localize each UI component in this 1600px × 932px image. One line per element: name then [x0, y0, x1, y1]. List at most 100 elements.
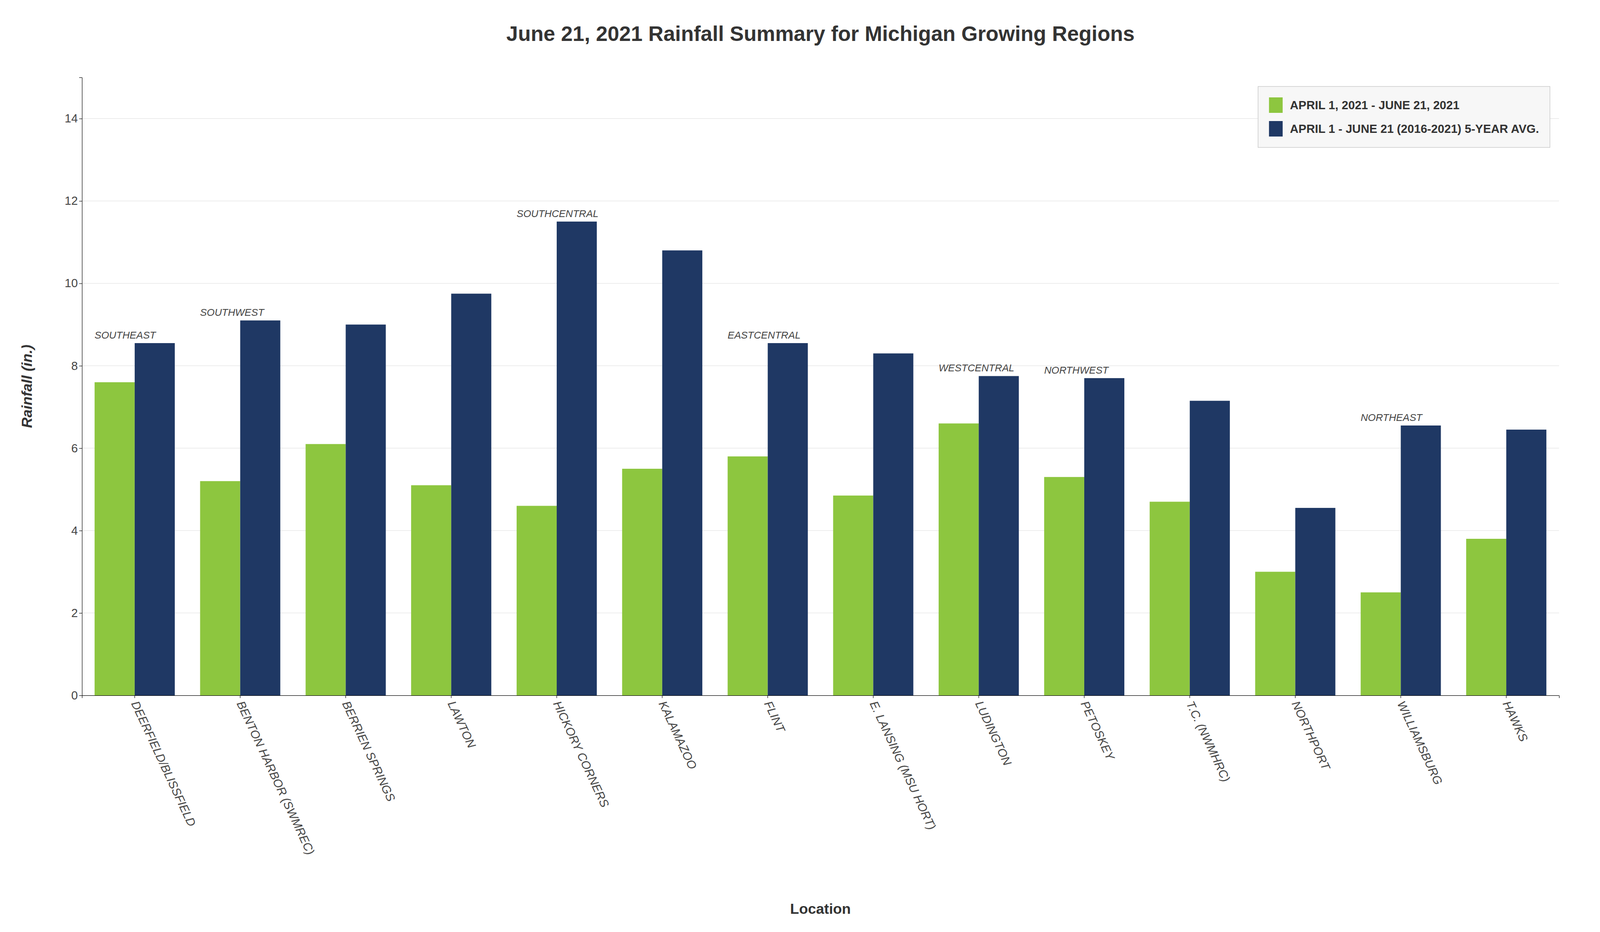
bar — [938, 423, 979, 696]
bar — [1044, 477, 1085, 696]
tick-mark — [79, 283, 82, 285]
tick-label: HICKORY CORNERS — [550, 699, 612, 811]
grid-line — [81, 530, 1560, 531]
title: June 21, 2021 Rainfall Summary for Michi… — [506, 21, 1135, 46]
tick-label: E. LANSING (MSU HORT) — [867, 699, 940, 833]
legend-swatch — [1269, 121, 1283, 137]
tick-mark — [79, 201, 82, 202]
tick-mark — [661, 695, 663, 699]
annotation: SOUTHCENTRAL — [516, 208, 599, 220]
tick-label: 12 — [64, 193, 78, 208]
bar-series — [134, 221, 1547, 696]
tick-label: WILLIAMSBURG — [1394, 699, 1446, 788]
tick: 8 — [71, 359, 82, 373]
tick-mark — [1189, 695, 1190, 699]
bar — [1466, 538, 1507, 696]
annotation: SOUTHWEST — [200, 306, 265, 319]
bar — [767, 343, 808, 696]
tick-mark — [1506, 695, 1507, 699]
tick-mark — [767, 695, 768, 699]
grid-line — [81, 283, 1560, 284]
tick-mark — [1400, 695, 1402, 699]
tick-mark — [79, 695, 82, 696]
grid-line — [81, 447, 1560, 449]
bar — [727, 456, 768, 696]
tick-mark — [239, 695, 241, 699]
grid-line — [81, 200, 1560, 202]
grid — [81, 118, 1560, 696]
tick-label: 10 — [64, 276, 78, 290]
tick: HICKORY CORNERS — [550, 695, 612, 810]
bar — [622, 468, 663, 696]
tick: BERRIEN SPRINGS — [339, 695, 399, 804]
bar — [134, 343, 175, 696]
tick-mark — [978, 695, 980, 699]
bar — [240, 320, 281, 696]
bar — [1360, 592, 1401, 696]
tick: KALAMAZOO — [655, 695, 700, 772]
annotation: NORTHEAST — [1360, 411, 1423, 424]
tick-mark — [556, 695, 558, 699]
tick-label: DEERFIELD/BLISSFIELD — [128, 699, 199, 829]
bars — [94, 221, 1547, 696]
bar — [411, 485, 452, 696]
bar — [873, 353, 914, 696]
bar — [1295, 507, 1336, 696]
tick-mark — [1295, 695, 1296, 699]
annotation: NORTHWEST — [1044, 364, 1110, 376]
bar — [345, 324, 386, 696]
bar — [1084, 378, 1125, 696]
y-axis: 02468101214 — [64, 77, 82, 703]
tick-label: LUDINGTON — [972, 699, 1015, 768]
bar — [1254, 571, 1296, 696]
tick-label: 2 — [71, 606, 78, 620]
tick: LAWTON — [445, 695, 479, 751]
bar — [1506, 429, 1547, 696]
tick: 12 — [64, 193, 82, 208]
tick-mark — [79, 613, 82, 614]
legend-label: APRIL 1, 2021 - JUNE 21, 2021 — [1290, 98, 1460, 112]
annotations: SOUTHEASTSOUTHWESTSOUTHCENTRALEASTCENTRA… — [94, 208, 1423, 424]
tick-label: KALAMAZOO — [655, 699, 700, 772]
tick-mark — [873, 695, 874, 699]
tick-label: FLINT — [761, 699, 789, 736]
bar — [1400, 425, 1441, 696]
bar — [94, 382, 135, 696]
bar — [1189, 401, 1230, 696]
legend-label: APRIL 1 - JUNE 21 (2016-2021) 5-YEAR AVG… — [1290, 121, 1540, 136]
bar — [516, 506, 557, 696]
bar — [978, 375, 1019, 696]
tick-label: 6 — [71, 441, 78, 456]
tick-label: BERRIEN SPRINGS — [339, 699, 399, 805]
tick-mark — [79, 118, 82, 120]
tick: LUDINGTON — [972, 695, 1015, 768]
tick-label: LAWTON — [445, 699, 479, 751]
y-axis-title: Rainfall (in.) — [18, 344, 36, 428]
tick: 10 — [64, 276, 82, 290]
bar — [556, 221, 597, 696]
bar — [833, 495, 874, 696]
tick-mark — [451, 695, 452, 699]
axis-line — [79, 77, 83, 696]
tick-label: BENTON HARBOR (SWMREC) — [233, 699, 318, 858]
tick-label: 0 — [71, 688, 78, 703]
tick: 2 — [71, 606, 82, 620]
legend-swatch — [1269, 97, 1283, 113]
annotation: EASTCENTRAL — [727, 329, 801, 341]
bar — [200, 481, 241, 696]
tick-mark — [134, 695, 135, 699]
chart: 02468101214DEERFIELD/BLISSFIELDBENTON HA… — [0, 0, 1600, 932]
bar — [451, 293, 492, 696]
plot-area: 02468101214DEERFIELD/BLISSFIELDBENTON HA… — [64, 77, 1560, 858]
bar — [1149, 501, 1190, 696]
tick-label: HAWKS — [1499, 699, 1531, 745]
tick-label: T.C. (NWMHRC) — [1183, 699, 1234, 785]
tick-label: NORTHPORT — [1289, 699, 1334, 774]
legend-item: APRIL 1, 2021 - JUNE 21, 2021 — [1269, 97, 1460, 113]
tick-mark — [1083, 695, 1085, 699]
tick-mark — [79, 365, 82, 367]
grid-line — [81, 365, 1560, 366]
x-axis-title: Location — [790, 900, 851, 918]
tick: DEERFIELD/BLISSFIELD — [128, 695, 199, 829]
tick: T.C. (NWMHRC) — [1183, 695, 1234, 785]
